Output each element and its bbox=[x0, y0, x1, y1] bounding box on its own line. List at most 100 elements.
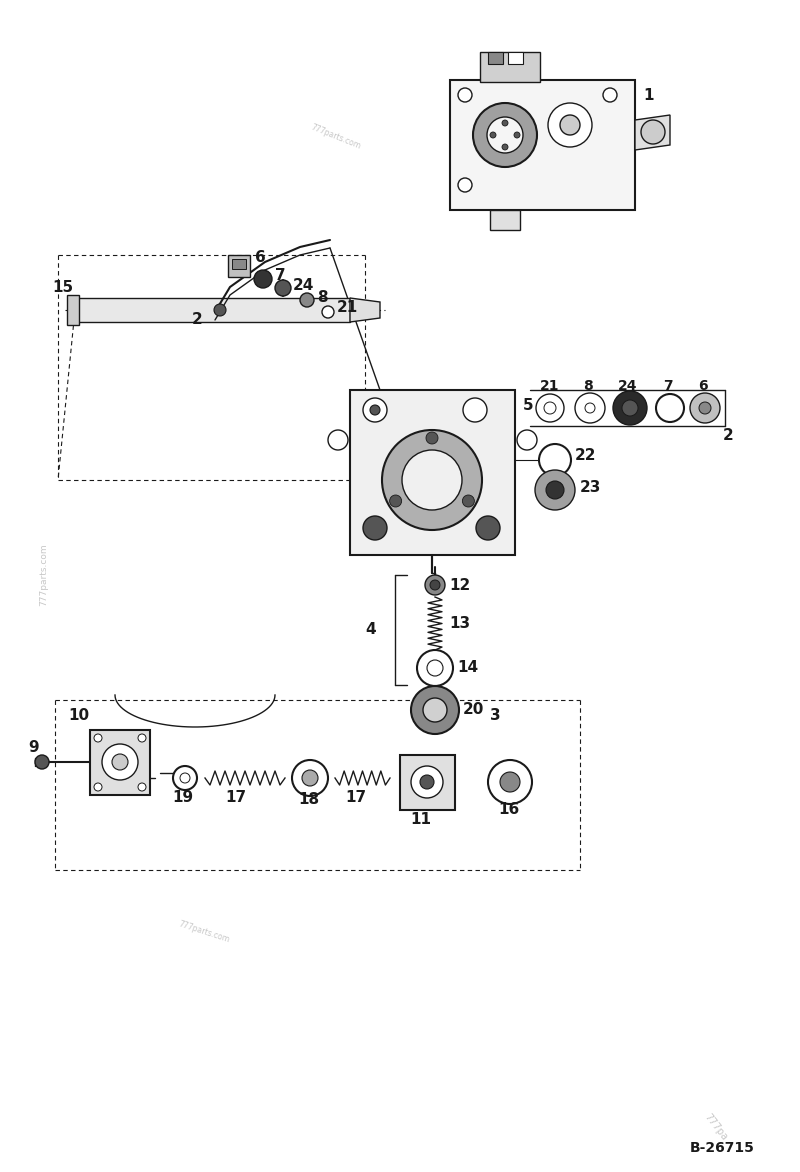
Circle shape bbox=[517, 430, 537, 450]
Circle shape bbox=[94, 734, 102, 742]
Circle shape bbox=[458, 88, 472, 102]
Text: 24: 24 bbox=[293, 278, 314, 293]
Circle shape bbox=[488, 759, 532, 804]
Text: 777parts.com: 777parts.com bbox=[39, 543, 49, 606]
Bar bbox=[400, 755, 455, 810]
Circle shape bbox=[390, 495, 402, 507]
Polygon shape bbox=[635, 115, 670, 150]
Circle shape bbox=[463, 398, 487, 422]
Circle shape bbox=[417, 650, 453, 686]
Circle shape bbox=[690, 393, 720, 423]
Circle shape bbox=[613, 391, 647, 425]
Circle shape bbox=[138, 783, 146, 791]
Text: 12: 12 bbox=[449, 578, 470, 593]
Circle shape bbox=[641, 120, 665, 144]
Text: 17: 17 bbox=[345, 790, 366, 805]
Circle shape bbox=[138, 734, 146, 742]
Circle shape bbox=[180, 774, 190, 783]
Circle shape bbox=[548, 103, 592, 146]
Text: 22: 22 bbox=[575, 448, 597, 463]
Circle shape bbox=[585, 403, 595, 413]
Circle shape bbox=[427, 660, 443, 676]
Polygon shape bbox=[350, 298, 380, 322]
Bar bbox=[480, 52, 540, 82]
Text: 23: 23 bbox=[580, 481, 602, 496]
Text: 21: 21 bbox=[540, 379, 559, 393]
Circle shape bbox=[502, 120, 508, 127]
Bar bbox=[350, 390, 515, 556]
Text: 777parts.com: 777parts.com bbox=[178, 919, 230, 945]
Circle shape bbox=[535, 470, 575, 510]
Text: 11: 11 bbox=[410, 812, 431, 827]
Circle shape bbox=[462, 495, 474, 507]
Text: 20: 20 bbox=[463, 702, 484, 717]
Circle shape bbox=[363, 398, 387, 422]
Text: 8: 8 bbox=[317, 289, 328, 305]
Circle shape bbox=[699, 402, 711, 414]
Bar bbox=[232, 259, 246, 270]
Circle shape bbox=[430, 580, 440, 590]
Circle shape bbox=[656, 394, 684, 422]
Bar bbox=[228, 255, 250, 277]
Text: 1: 1 bbox=[643, 88, 654, 102]
Circle shape bbox=[575, 393, 605, 423]
Circle shape bbox=[420, 775, 434, 789]
Circle shape bbox=[500, 772, 520, 792]
Circle shape bbox=[539, 444, 571, 476]
Text: 7: 7 bbox=[663, 379, 673, 393]
Circle shape bbox=[102, 744, 138, 781]
Circle shape bbox=[490, 132, 496, 138]
Circle shape bbox=[322, 306, 334, 318]
Circle shape bbox=[300, 293, 314, 307]
Text: 21: 21 bbox=[337, 300, 358, 315]
Text: 6: 6 bbox=[698, 379, 708, 393]
Text: 18: 18 bbox=[298, 792, 319, 808]
Circle shape bbox=[411, 766, 443, 798]
Text: 4: 4 bbox=[365, 622, 376, 638]
Circle shape bbox=[302, 770, 318, 786]
Circle shape bbox=[254, 270, 272, 288]
Circle shape bbox=[536, 394, 564, 422]
Circle shape bbox=[328, 430, 348, 450]
Text: 777pa: 777pa bbox=[702, 1112, 730, 1143]
Bar bbox=[72, 298, 350, 322]
Text: 10: 10 bbox=[68, 708, 89, 722]
Circle shape bbox=[458, 178, 472, 192]
Circle shape bbox=[502, 144, 508, 150]
Text: 9: 9 bbox=[28, 741, 38, 756]
Circle shape bbox=[425, 575, 445, 595]
Text: 16: 16 bbox=[498, 803, 519, 818]
Bar bbox=[67, 295, 79, 325]
Circle shape bbox=[402, 450, 462, 510]
Circle shape bbox=[476, 516, 500, 540]
Text: 2: 2 bbox=[192, 313, 202, 327]
Circle shape bbox=[411, 686, 459, 734]
Circle shape bbox=[214, 304, 226, 316]
Bar bbox=[508, 52, 523, 64]
Circle shape bbox=[370, 406, 380, 415]
Circle shape bbox=[426, 432, 438, 444]
Text: B-26715: B-26715 bbox=[690, 1142, 755, 1154]
Circle shape bbox=[473, 103, 537, 166]
Text: 777parts.com: 777parts.com bbox=[310, 123, 362, 151]
Bar bbox=[490, 210, 520, 230]
Circle shape bbox=[173, 766, 197, 790]
Circle shape bbox=[292, 759, 328, 796]
Text: 17: 17 bbox=[225, 790, 246, 805]
Text: 3: 3 bbox=[490, 708, 501, 722]
Circle shape bbox=[275, 280, 291, 297]
Text: 24: 24 bbox=[618, 379, 638, 393]
Circle shape bbox=[112, 754, 128, 770]
Text: 5: 5 bbox=[523, 397, 534, 413]
Circle shape bbox=[35, 755, 49, 769]
Bar bbox=[90, 730, 150, 795]
Bar bbox=[488, 52, 503, 64]
Text: 6: 6 bbox=[255, 251, 266, 266]
Circle shape bbox=[622, 400, 638, 416]
Circle shape bbox=[94, 783, 102, 791]
Circle shape bbox=[423, 699, 447, 722]
Circle shape bbox=[382, 430, 482, 530]
Circle shape bbox=[363, 516, 387, 540]
Circle shape bbox=[514, 132, 520, 138]
Bar bbox=[450, 80, 635, 210]
